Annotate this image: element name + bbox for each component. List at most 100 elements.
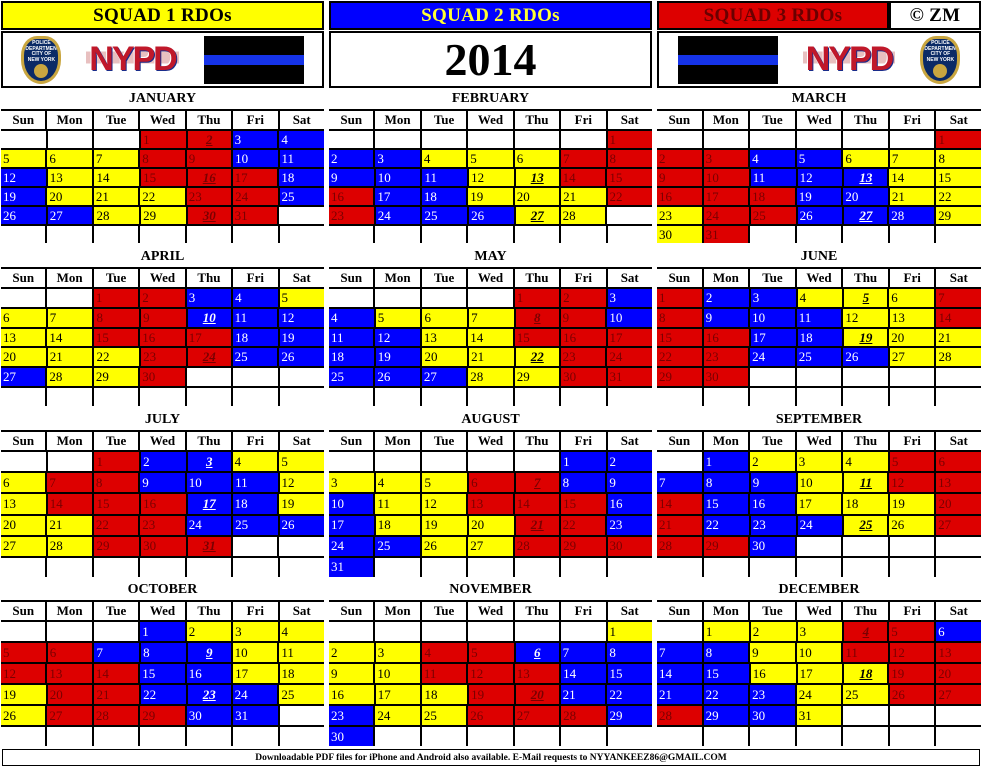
weekday-label: Wed [468, 111, 513, 129]
weekday-label: Sun [657, 111, 702, 129]
day-cell: 14 [657, 664, 702, 683]
day-cell: 23 [329, 207, 374, 224]
empty-day-cell [796, 727, 842, 746]
empty-day-cell [750, 388, 795, 406]
day-cell: 18 [421, 188, 467, 205]
empty-day-cell [657, 727, 702, 746]
weekday-label: Fri [233, 602, 278, 620]
nypd-badge-icon: POLICE DEPARTMENT CITY OF NEW YORK [920, 35, 961, 84]
weekday-label: Mon [47, 111, 92, 129]
day-cell: 18 [797, 328, 843, 347]
empty-day-cell [936, 368, 982, 387]
week-row: 9 10 11 12 13 14 15 [329, 169, 653, 186]
day-cell: 10 [375, 664, 420, 683]
empty-day-cell [421, 452, 467, 472]
year-title: 2014 [444, 34, 537, 85]
day-cell: 19 [844, 328, 888, 347]
day-cell: 29 [561, 536, 606, 556]
day-cell: 17 [607, 328, 652, 347]
empty-day-cell [279, 727, 324, 746]
day-cell: 3 [797, 622, 843, 641]
weekday-label: Sun [329, 432, 374, 450]
month-october: OCTOBER Sun Mon Tue Wed Thu Fri Sat 1 2 3 4 5 6 7 8 9 10 1… [1, 580, 325, 746]
day-cell: 14 [93, 664, 139, 683]
month-title: DECEMBER [657, 580, 981, 600]
weekday-label: Tue [750, 432, 795, 450]
weekday-label: Mon [375, 602, 420, 620]
day-cell: 21 [47, 515, 92, 535]
day-cell: 29 [93, 368, 139, 387]
day-cell: 8 [607, 643, 653, 662]
empty-day-cell [889, 557, 935, 578]
empty-day-cell [889, 727, 935, 746]
weekday-label: Sun [657, 602, 702, 620]
empty-day-cell [375, 452, 420, 472]
empty-day-cell [93, 557, 139, 578]
day-cell: 1 [561, 452, 606, 472]
footer-note: Downloadable PDF files for iPhone and An… [2, 749, 980, 766]
empty-day-cell [889, 706, 935, 725]
day-cell: 11 [796, 308, 842, 327]
day-cell: 23 [141, 348, 186, 367]
day-cell: 7 [94, 643, 140, 662]
day-cell: 2 [607, 452, 652, 472]
empty-day-cell [1, 622, 46, 641]
week-row: 6 7 8 9 10 11 12 [1, 473, 324, 493]
week-row: 13 14 15 16 17 18 19 [1, 328, 324, 347]
day-cell: 11 [279, 643, 325, 662]
day-cell: 24 [187, 348, 231, 367]
month-title: SEPTEMBER [657, 410, 981, 430]
weekday-label: Fri [889, 432, 935, 450]
weekday-label: Tue [93, 269, 139, 287]
week-row: 7 8 9 10 11 12 13 [657, 643, 982, 662]
empty-day-cell [843, 388, 888, 406]
day-cell: 22 [657, 348, 702, 367]
day-cell: 13 [889, 308, 935, 327]
day-cell: 26 [843, 348, 888, 367]
day-cell: 14 [47, 494, 93, 514]
weekday-label: Mon [375, 432, 420, 450]
day-cell: 20 [47, 685, 93, 704]
day-cell: 18 [232, 494, 278, 514]
weekday-label: Mon [703, 111, 749, 129]
day-cell: 30 [750, 706, 795, 725]
month-title: FEBRUARY [329, 89, 652, 109]
day-cell: 11 [232, 308, 278, 327]
empty-day-cell [514, 131, 560, 148]
day-cell: 29 [607, 706, 652, 725]
day-cell: 13 [468, 494, 513, 514]
day-cell: 9 [329, 664, 374, 683]
empty-day-cell [94, 131, 140, 148]
day-cell: 6 [47, 643, 93, 662]
day-cell: 10 [375, 169, 421, 186]
day-cell: 14 [657, 494, 702, 514]
month-august: AUGUST Sun Mon Tue Wed Thu Fri Sat 1 2 3 4 5 6 7 8 9 10 11… [329, 410, 653, 578]
day-cell: 9 [140, 473, 185, 493]
weekday-label: Mon [375, 111, 420, 129]
day-cell: 7 [47, 473, 92, 493]
day-cell: 15 [703, 494, 749, 514]
day-cell: 15 [94, 494, 140, 514]
day-cell: 5 [469, 643, 514, 662]
day-cell: 1 [514, 289, 560, 307]
day-cell: 4 [329, 308, 374, 327]
day-cell: 12 [889, 473, 935, 493]
day-cell: 27 [47, 706, 92, 725]
weekday-label: Mon [47, 269, 92, 287]
day-cell: 19 [796, 188, 842, 205]
week-row: 9 10 11 12 13 14 15 [329, 664, 652, 683]
weekday-label: Sun [1, 269, 46, 287]
empty-day-cell [703, 131, 749, 148]
empty-day-cell [1, 131, 46, 148]
empty-day-cell [514, 727, 560, 746]
empty-day-cell [375, 226, 420, 243]
empty-day-cell [375, 388, 420, 406]
day-cell: 3 [796, 452, 842, 472]
day-cell: 1 [607, 131, 652, 148]
day-cell: 3 [187, 452, 231, 472]
empty-day-cell [936, 536, 982, 556]
empty-day-cell [843, 727, 888, 746]
nypd-badge-icon: POLICE DEPARTMENT CITY OF NEW YORK [21, 35, 62, 84]
day-cell: 2 [561, 289, 606, 307]
